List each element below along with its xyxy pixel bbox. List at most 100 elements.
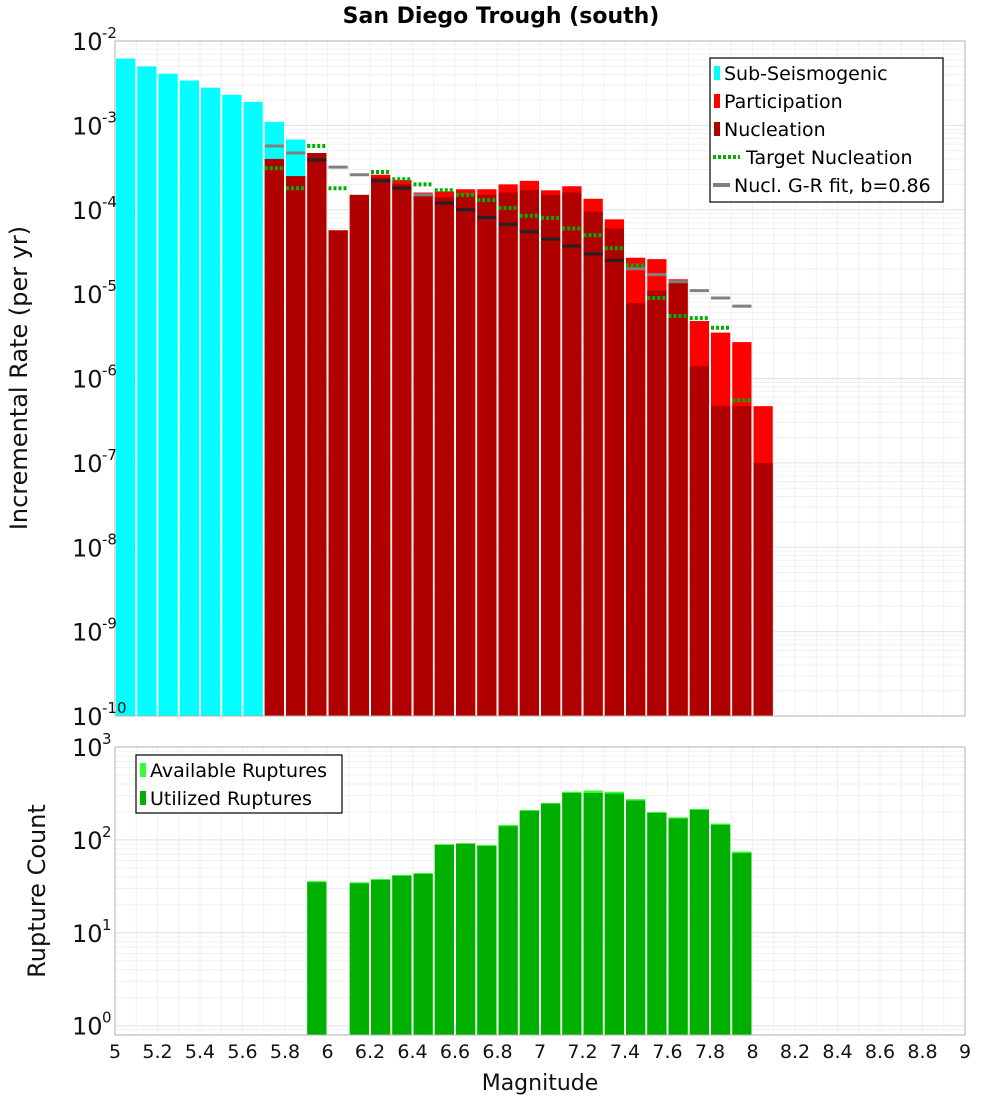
utilized-ruptures-bar [307,882,327,1035]
legend-target-nucleation-label: Target Nucleation [745,147,913,169]
bottom-plot-bars [307,790,752,1035]
utilized-ruptures-bar [413,873,433,1035]
y-tick-label: 10 [72,450,103,478]
utilized-ruptures-bar [434,845,454,1035]
y-tick-exponent: 3 [102,730,112,748]
x-tick-label: 8.2 [780,1041,810,1063]
y-tick-label: 10 [72,112,103,140]
y-tick-label: 10 [72,281,103,309]
x-tick-label: 5 [109,1041,121,1063]
y-tick-label: 10 [72,28,103,56]
y-tick-exponent: -4 [102,193,117,211]
legend-available-label: Available Ruptures [150,760,327,782]
nucleation-bar [519,190,539,716]
y-tick-label: 10 [72,734,103,762]
nucleation-bar [286,176,306,716]
nucleation-bar [498,192,518,717]
x-tick-label: 8.8 [907,1041,937,1063]
y-tick-exponent: -5 [102,277,117,295]
y-tick-label: 10 [72,366,103,394]
nucleation-bar [541,194,561,716]
nucleation-bar [328,230,348,716]
x-tick-label: 8.6 [865,1041,895,1063]
utilized-ruptures-bar [519,810,539,1035]
nucleation-bar [477,194,497,716]
top-legend-box [709,57,944,203]
y-tick-label: 10 [72,703,103,731]
x-tick-label: 5.8 [270,1041,300,1063]
legend-nucleation-label: Nucleation [724,119,826,141]
utilized-ruptures-bar [626,800,646,1035]
y-tick-exponent: -7 [102,446,117,464]
x-axis-label: Magnitude [482,1071,599,1096]
nucleation-bar [349,194,369,716]
utilized-ruptures-bar [668,818,688,1035]
utilized-ruptures-bar [583,792,603,1035]
nucleation-bar [562,192,582,717]
nucleation-bar [434,197,454,717]
sub-seismogenic-bar [116,58,136,716]
x-tick-label: 5.4 [185,1041,215,1063]
y-tick-exponent: -6 [102,362,117,380]
sub-seismogenic-bar [222,94,242,716]
utilized-ruptures-bar [732,853,752,1035]
y-tick-label: 10 [72,197,103,225]
x-tick-label: 8.4 [822,1041,852,1063]
nucleation-bar [668,281,688,716]
sub-seismogenic-bar [158,73,178,716]
top-plot-reference-lines [264,143,752,403]
nucleation-bar [264,158,284,717]
legend-sub-seismogenic-label: Sub-Seismogenic [724,63,888,85]
utilized-ruptures-bar [392,875,412,1035]
nucleation-bar [753,462,773,716]
sub-seismogenic-bar [201,87,221,716]
legend-utilized-swatch [140,791,146,805]
chart-title: San Diego Trough (south) [343,4,660,29]
x-tick-label: 5.6 [227,1041,257,1063]
y-tick-exponent: 2 [102,823,112,841]
nucleation-bar [413,194,433,716]
top-plot-frame [114,40,966,717]
x-tick-label: 7.8 [695,1041,725,1063]
legend-sub-seismogenic-swatch [714,66,720,80]
nucleation-bar [392,184,412,717]
top-legend: Sub-Seismogenic Participation Nucleation… [709,57,944,203]
nucleation-bar [583,211,603,716]
nucleation-bar [456,194,476,716]
top-y-axis-label: Incremental Rate (per yr) [5,226,33,530]
y-tick-exponent: -8 [102,530,117,548]
nucleation-bar [307,153,327,716]
x-tick-label: 7.6 [652,1041,682,1063]
legend-nucleation-swatch [714,122,720,136]
x-tick-label: 7.4 [610,1041,640,1063]
y-tick-exponent: -10 [102,699,127,717]
x-tick-label: 7 [534,1041,546,1063]
nucleation-bar [732,406,752,716]
sub-seismogenic-bar [137,66,157,716]
utilized-ruptures-bar [689,809,709,1035]
legend-gr-fit-label: Nucl. G-R fit, b=0.86 [734,175,931,197]
y-tick-label: 10 [72,920,103,948]
x-tick-label: 6.4 [397,1041,427,1063]
legend-participation-label: Participation [724,91,843,113]
top-plot-bars [116,58,773,717]
utilized-ruptures-bar [477,845,497,1035]
utilized-ruptures-bar [541,803,561,1035]
utilized-ruptures-bar [711,824,731,1035]
nucleation-bar [689,366,709,716]
x-tick-label: 9 [959,1041,971,1063]
y-tick-exponent: -9 [102,615,117,633]
legend-participation-swatch [714,94,720,108]
utilized-ruptures-bar [349,883,369,1035]
x-tick-label: 5.2 [142,1041,172,1063]
utilized-ruptures-bar [562,792,582,1035]
utilized-ruptures-bar [371,880,391,1035]
nucleation-bar [371,177,391,716]
sub-seismogenic-bar [179,80,199,716]
nucleation-bar [711,406,731,716]
sub-seismogenic-bar [243,101,263,716]
utilized-ruptures-bar [604,793,624,1035]
x-tick-label: 6 [321,1041,333,1063]
